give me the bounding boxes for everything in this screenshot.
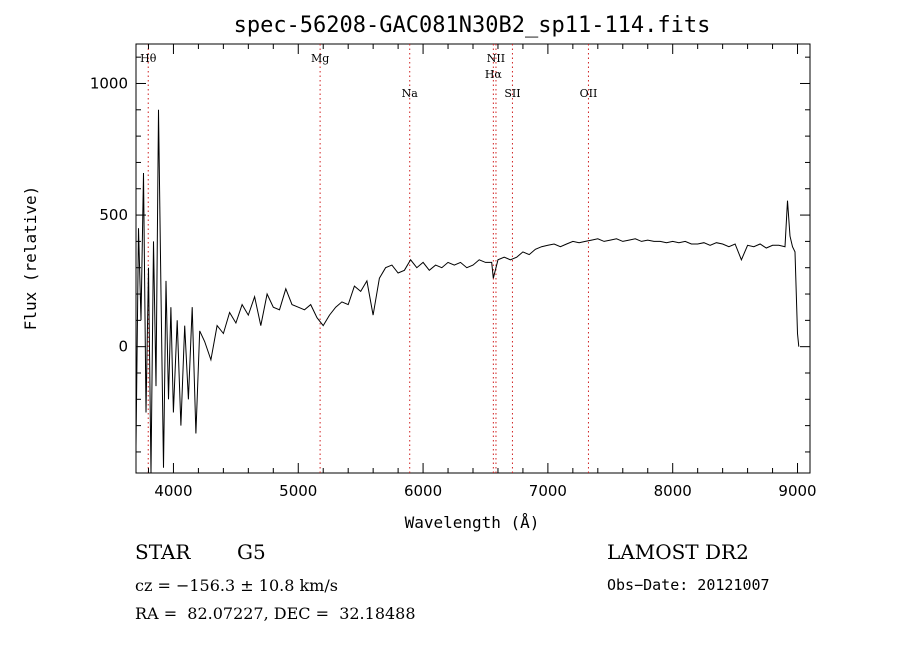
plot-frame [135, 43, 811, 474]
coordinates: RA = 82.07227, DEC = 32.18488 [135, 604, 416, 623]
spectrum-line [135, 109, 800, 474]
object-class: STAR [135, 540, 191, 564]
chart-title: spec-56208-GAC081N30B2_sp11-114.fits [234, 13, 711, 38]
object-subclass: G5 [237, 540, 266, 564]
axis-ticks: 4000 5000 6000 7000 8000 9000 0 500 1000 [90, 44, 817, 500]
spectral-line-label: OII [580, 87, 598, 100]
x-tick-label: 6000 [404, 482, 442, 500]
spectral-line-label: SII [504, 87, 520, 100]
y-tick-label: 1000 [90, 74, 128, 92]
survey-name: LAMOST DR2 [607, 540, 749, 564]
observation-date: Obs−Date: 20121007 [607, 576, 770, 594]
y-axis-label: Flux (relative) [21, 186, 40, 331]
x-tick-label: 7000 [529, 482, 567, 500]
spectral-line-label: Hθ [140, 52, 157, 65]
x-tick-label: 8000 [654, 482, 692, 500]
x-axis-label: Wavelength (Å) [405, 513, 540, 532]
y-tick-label: 500 [99, 206, 128, 224]
y-tick-label: 0 [118, 338, 128, 356]
x-tick-label: 5000 [279, 482, 317, 500]
spectral-line-label: Hα [485, 68, 503, 81]
spectral-line-label: Mg [311, 52, 329, 65]
spectral-line-label: Na [402, 87, 419, 100]
x-tick-label: 9000 [778, 482, 816, 500]
spectral-line-label: NII [487, 52, 505, 65]
x-tick-label: 4000 [154, 482, 192, 500]
redshift-cz: cz = −156.3 ± 10.8 km/s [135, 576, 338, 595]
